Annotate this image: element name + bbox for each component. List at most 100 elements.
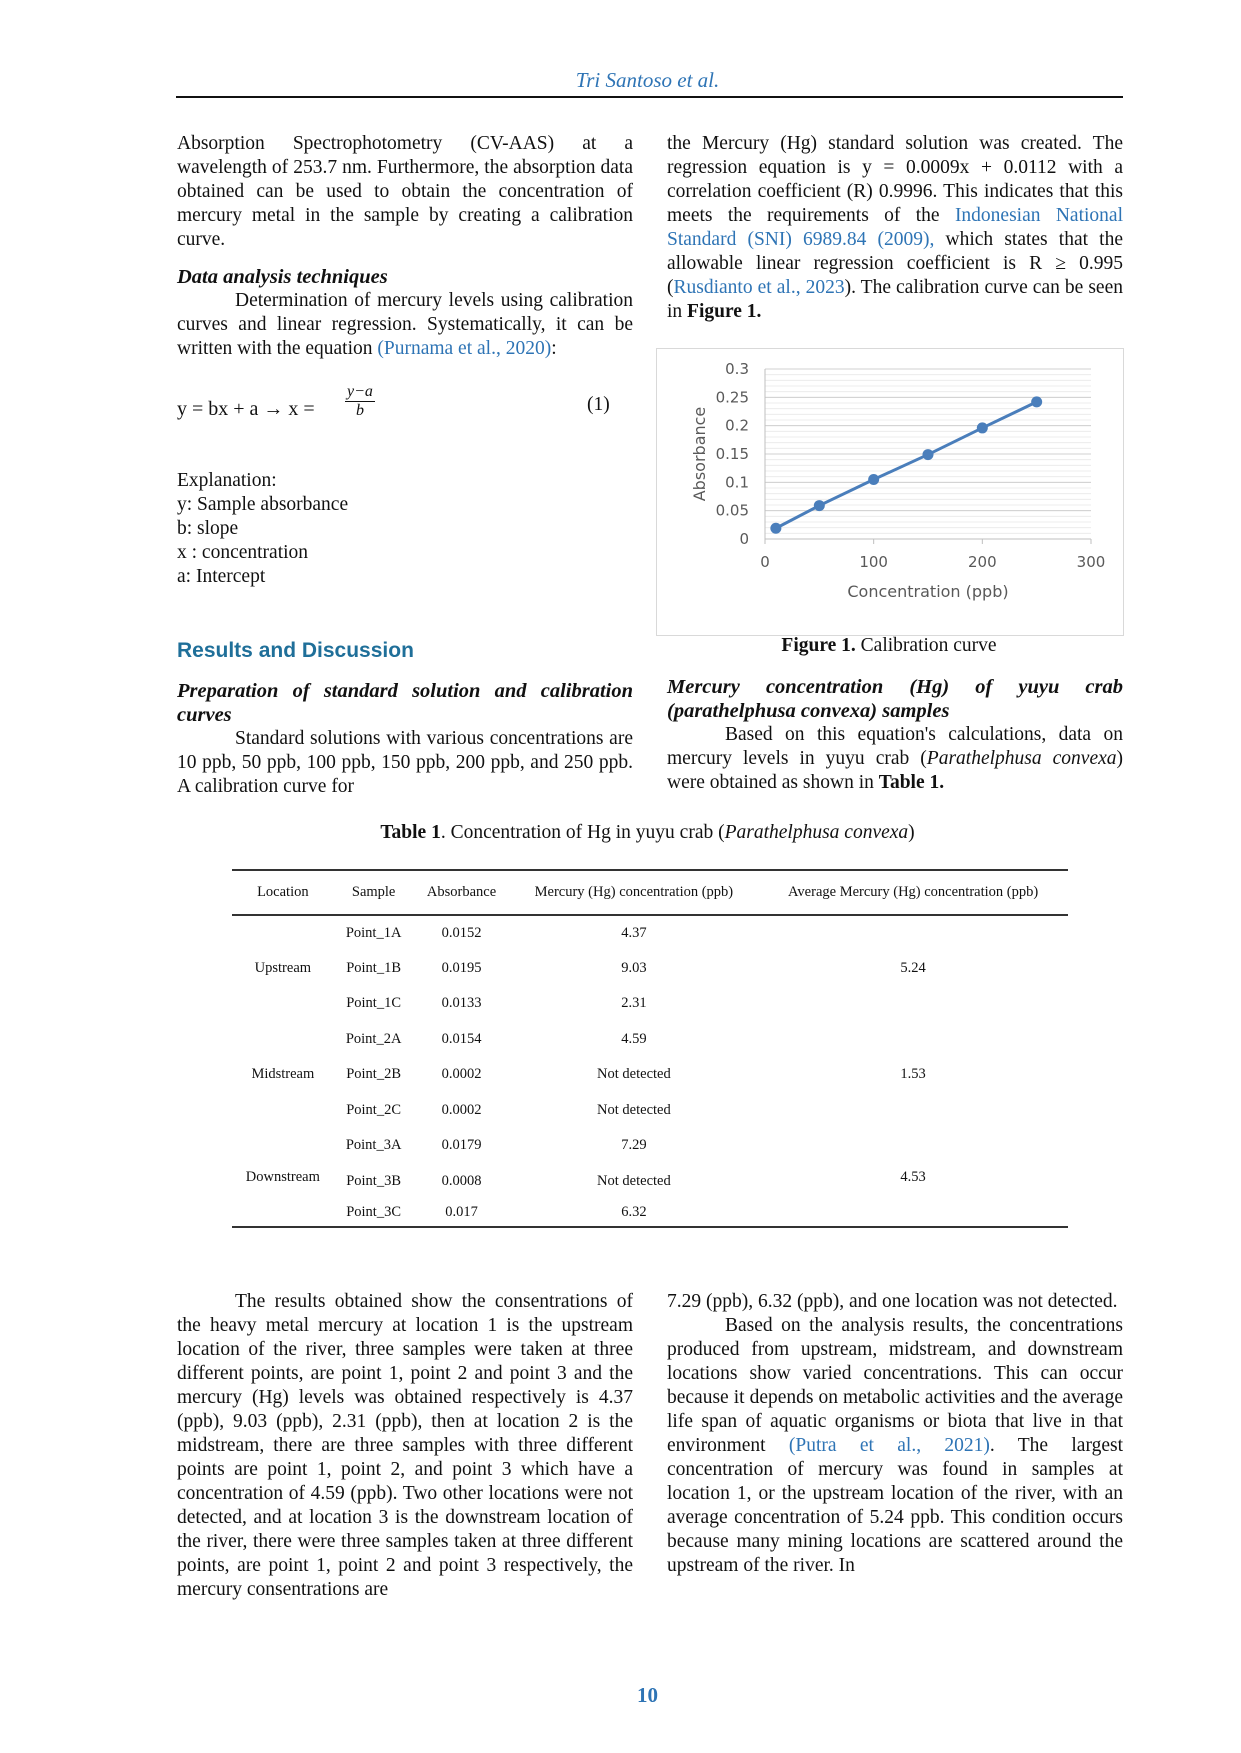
x-tick-label: 200: [968, 553, 997, 571]
cell-sample: Point_3A: [345, 1137, 402, 1154]
explanation-item: y: Sample absorbance: [177, 494, 349, 515]
table-header-row: Location Sample Absorbance Mercury (Hg) …: [232, 870, 1068, 915]
y-axis-title: Absorbance: [690, 407, 709, 502]
cell-location: Downstream: [245, 1168, 320, 1185]
cell-location: Upstream: [254, 960, 312, 977]
table-row: Point_1B 0.0195 9.03: [232, 951, 1068, 987]
x-tick-label: 300: [1077, 553, 1106, 571]
running-title: Tri Santoso et al.: [575, 68, 720, 92]
cell-absorbance: 0.0152: [441, 924, 482, 941]
column-header: Absorbance: [426, 884, 497, 900]
text: which states that the allowable linear r…: [667, 229, 1123, 298]
paragraph: Based on this equation's calculations, d…: [667, 723, 1123, 795]
paragraph: Standard solutions with various concentr…: [177, 728, 633, 797]
explanation-item: Explanation:: [177, 470, 277, 491]
y-tick-label: 0.15: [716, 445, 749, 463]
citation-link[interactable]: (Purnama et al., 2020): [377, 338, 552, 359]
text: the Mercury (Hg) standard solution was c…: [667, 133, 1123, 226]
table-ref: Table 1.: [878, 772, 945, 793]
table-row: Point_1C 0.0133 2.31: [232, 986, 1068, 1022]
species-name: Parathelphusa convexa: [724, 822, 909, 843]
cell-absorbance: 0.0179: [441, 1137, 482, 1154]
citation-link[interactable]: (Putra et al., 2021): [788, 1435, 990, 1456]
citation-link[interactable]: Indonesian National Standard (SNI) 6989.…: [667, 205, 1123, 250]
citation-link[interactable]: Rusdianto et al., 2023: [673, 277, 845, 298]
text: :: [551, 338, 557, 359]
x-tick-label: 0: [760, 553, 770, 571]
equation-fraction: y−a b: [345, 383, 375, 420]
right-column-bottom: 7.29 (ppb), 6.32 (ppb), and one location…: [667, 1290, 1123, 1578]
species-name: Parathelphusa convexa: [926, 748, 1117, 769]
y-tick-label: 0.3: [725, 360, 749, 378]
cell-concentration: 7.29: [621, 1137, 647, 1154]
left-column-mid: Preparation of standard solution and cal…: [177, 679, 633, 799]
cell-absorbance: 0.017: [445, 1204, 478, 1220]
x-tick-label: 100: [859, 553, 888, 571]
cell-sample: Point_2B: [346, 1066, 402, 1083]
figure-1-frame: 0 0.05 0.1 0.15 0.2 0.25 0.3 0 100 200 300 Concentr…: [656, 348, 1124, 636]
paragraph: the Mercury (Hg) standard solution was c…: [667, 132, 1123, 324]
column-header: Average Mercury (Hg) concentration (ppb): [788, 884, 1039, 900]
cell-sample: Point_3B: [346, 1172, 402, 1189]
table-row: Point_2B 0.0002 Not detected: [232, 1057, 1068, 1093]
text: . The largest concentration of mercury w…: [667, 1435, 1124, 1576]
caption-text: ): [908, 822, 915, 843]
text: ) were obtained as shown in: [667, 748, 1124, 793]
caption-label: Figure 1.: [781, 635, 856, 656]
cell-absorbance: 0.0002: [441, 1101, 482, 1118]
right-column-top: the Mercury (Hg) standard solution was c…: [667, 132, 1123, 324]
cell-absorbance: 0.0195: [441, 959, 482, 976]
header-rule: [176, 96, 1123, 98]
table-row: Upstream Point_1A 0.0152 4.37 5.24: [232, 915, 1068, 977]
cell-concentration: Not detected: [597, 1172, 671, 1189]
x-axis-title: Concentration (ppb): [847, 582, 1008, 601]
page-number: 10: [637, 1683, 658, 1707]
cell-concentration: 4.37: [621, 924, 647, 941]
subheading: Mercury concentration (Hg) of yuyu crab …: [667, 676, 1123, 722]
explanation-list: Explanation: y: Sample absorbance b: slo…: [177, 469, 633, 589]
right-column-mid: Mercury concentration (Hg) of yuyu crab …: [667, 675, 1123, 795]
data-point: [770, 522, 782, 534]
cell-absorbance: 0.0008: [441, 1172, 482, 1189]
figure-caption: Figure 1. Calibration curve: [656, 635, 1122, 657]
caption-text: . Concentration of Hg in yuyu crab (: [440, 822, 725, 843]
left-column-bottom: The results obtained show the consentrat…: [177, 1290, 633, 1602]
table-row: Point_3B 0.0008 Not detected: [232, 1164, 1068, 1200]
section-heading: Results and Discussion: [177, 639, 414, 662]
explanation-item: a: Intercept: [177, 566, 266, 587]
data-point: [1031, 396, 1043, 408]
table-row: Point_2C 0.0002 Not detected: [232, 1093, 1068, 1129]
series-line: [775, 400, 1038, 530]
cell-absorbance: 0.0002: [441, 1066, 482, 1083]
y-tick-label: 0.25: [716, 388, 749, 406]
data-point: [868, 474, 880, 485]
cell-absorbance: 0.0133: [441, 995, 482, 1012]
cell-sample: Point_2C: [346, 1101, 402, 1118]
data-point: [976, 422, 988, 434]
paragraph: Based on the analysis results, the conce…: [667, 1314, 1123, 1578]
cell-sample: Point_1C: [346, 995, 402, 1012]
cell-average: 1.53: [900, 1066, 926, 1083]
cell-concentration: Not detected: [597, 1101, 671, 1118]
cell-concentration: 6.32: [621, 1204, 647, 1220]
cell-average: 5.24: [900, 960, 926, 977]
y-tick-label: 0: [739, 530, 749, 548]
caption-text: Calibration curve: [855, 635, 997, 656]
paragraph: Absorption Spectrophotometry (CV-AAS) at…: [177, 133, 633, 250]
cell-concentration: 4.59: [621, 1030, 647, 1047]
numerator: y−a: [345, 383, 375, 402]
equation-lhs: y = bx + a → x =: [177, 398, 315, 420]
cell-sample: Point_3C: [346, 1204, 402, 1220]
column-header: Location: [257, 884, 309, 900]
paragraph: The results obtained show the consentrat…: [177, 1291, 633, 1600]
subheading: Preparation of standard solution and cal…: [177, 680, 633, 726]
cell-concentration: 9.03: [621, 959, 647, 976]
cell-location: Midstream: [251, 1066, 315, 1083]
calibration-chart: 0 0.05 0.1 0.15 0.2 0.25 0.3 0 100 200 300 Concentr…: [690, 360, 1106, 601]
y-tick-label: 0.1: [725, 473, 749, 491]
table-caption: Table 1. Concentration of Hg in yuyu cra…: [0, 822, 1241, 844]
paragraph: Determination of mercury levels using ca…: [177, 289, 633, 361]
text: Determination of mercury levels using ca…: [177, 290, 633, 359]
text: Based on the analysis results, the conce…: [667, 1315, 1123, 1456]
cell-absorbance: 0.0154: [441, 1030, 482, 1047]
